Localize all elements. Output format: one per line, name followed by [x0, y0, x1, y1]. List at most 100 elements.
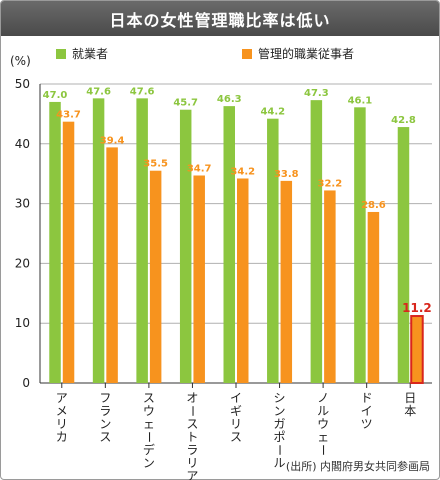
svg-text:ー: ー [142, 431, 156, 443]
y-axis-unit: (%) [10, 54, 31, 68]
data-label: 32.2 [318, 178, 343, 189]
svg-text:ェ: ェ [143, 417, 155, 431]
bar [49, 101, 61, 383]
legend-layer: 就業者 管理的職業従事者 [56, 46, 354, 61]
svg-text:ル: ル [274, 456, 286, 470]
svg-text:ラ: ラ [99, 404, 111, 418]
bar [223, 106, 235, 383]
svg-text:リ: リ [186, 456, 198, 470]
data-label: 39.4 [100, 135, 125, 146]
svg-text:ガ: ガ [274, 417, 286, 431]
data-label: 34.7 [187, 163, 212, 174]
svg-text:ウ: ウ [143, 404, 155, 418]
data-label: 43.7 [56, 110, 81, 121]
data-label: 46.3 [217, 94, 242, 105]
bars-layer [49, 98, 424, 384]
bar [367, 211, 380, 383]
svg-text:カ: カ [56, 430, 68, 444]
data-label: 47.6 [130, 86, 155, 97]
svg-text:ス: ス [230, 430, 242, 444]
bar [354, 107, 366, 384]
svg-text:リ: リ [56, 417, 68, 431]
y-tick-label: 10 [15, 316, 30, 330]
data-label: 44.2 [260, 107, 285, 118]
bar [106, 147, 118, 383]
bar [410, 315, 424, 384]
data-label: 47.0 [43, 90, 68, 101]
bar [149, 170, 162, 383]
x-category-label: 日本 [404, 391, 416, 418]
svg-text:ツ: ツ [361, 417, 373, 431]
svg-text:ン: ン [143, 456, 155, 470]
svg-text:イ: イ [230, 391, 242, 405]
svg-text:シ: シ [274, 391, 286, 405]
data-label: 47.6 [86, 86, 111, 97]
svg-text:日: 日 [404, 391, 416, 405]
legend-swatch [242, 49, 252, 59]
bar [237, 178, 249, 383]
svg-text:ギ: ギ [230, 404, 242, 418]
x-category-label: ドイツ [361, 391, 373, 431]
data-label: 11.2 [402, 301, 432, 315]
bar [310, 100, 323, 384]
svg-text:ル: ル [317, 404, 329, 418]
source-note: (出所) 内閣府男女共同参画局 [286, 459, 430, 473]
data-label: 46.1 [348, 95, 373, 106]
bar [179, 109, 192, 384]
bar [136, 98, 148, 384]
svg-text:ウ: ウ [317, 417, 329, 431]
bar [397, 127, 410, 383]
grid-layer [40, 83, 432, 324]
svg-text:ー: ー [316, 444, 330, 456]
svg-text:ン: ン [274, 404, 286, 418]
svg-text:ェ: ェ [317, 430, 329, 444]
svg-text:ー: ー [273, 444, 287, 456]
svg-text:ポ: ポ [274, 430, 286, 444]
y-tick-label: 20 [15, 256, 30, 270]
bar [280, 180, 293, 383]
svg-text:リ: リ [230, 417, 242, 431]
data-label: 47.3 [304, 88, 329, 99]
svg-text:本: 本 [404, 404, 416, 418]
data-label: 45.7 [173, 98, 198, 109]
svg-text:メ: メ [56, 404, 68, 418]
y-tick-label: 30 [15, 197, 30, 211]
svg-text:ス: ス [143, 391, 155, 405]
legend-label: 管理的職業従事者 [258, 46, 354, 61]
labels-layer: 47.0 43.7 47.6 39.4 47.6 35.5 45.7 34.7 46.3 34.2… [43, 86, 432, 315]
svg-text:ノ: ノ [317, 391, 329, 405]
data-label: 28.6 [361, 200, 386, 211]
data-label: 33.8 [274, 169, 299, 180]
data-label: 42.8 [391, 115, 416, 126]
svg-text:ド: ド [361, 391, 373, 405]
axis-layer: 01020304050アメリカフランススウェーデンオーストラリアイギリスシンガポ… [15, 77, 432, 480]
svg-text:オ: オ [186, 391, 198, 405]
svg-text:イ: イ [361, 404, 373, 418]
bar [92, 98, 105, 384]
bar [193, 175, 205, 383]
legend-label: 就業者 [72, 47, 108, 61]
svg-text:ア: ア [56, 391, 68, 405]
svg-text:フ: フ [99, 391, 111, 405]
chart-title: 日本の女性管理職比率は低い [1, 1, 439, 36]
svg-text:ア: ア [186, 469, 198, 480]
y-tick-label: 40 [15, 137, 30, 151]
svg-text:ト: ト [186, 430, 198, 444]
svg-text:ラ: ラ [186, 443, 198, 457]
legend-swatch [56, 49, 66, 59]
svg-text:ス: ス [99, 430, 111, 444]
svg-text:ー: ー [185, 405, 199, 417]
data-label: 35.5 [143, 159, 168, 170]
bar [267, 118, 279, 384]
bar [324, 190, 336, 383]
data-label: 34.2 [230, 166, 255, 177]
y-tick-label: 0 [22, 376, 30, 390]
